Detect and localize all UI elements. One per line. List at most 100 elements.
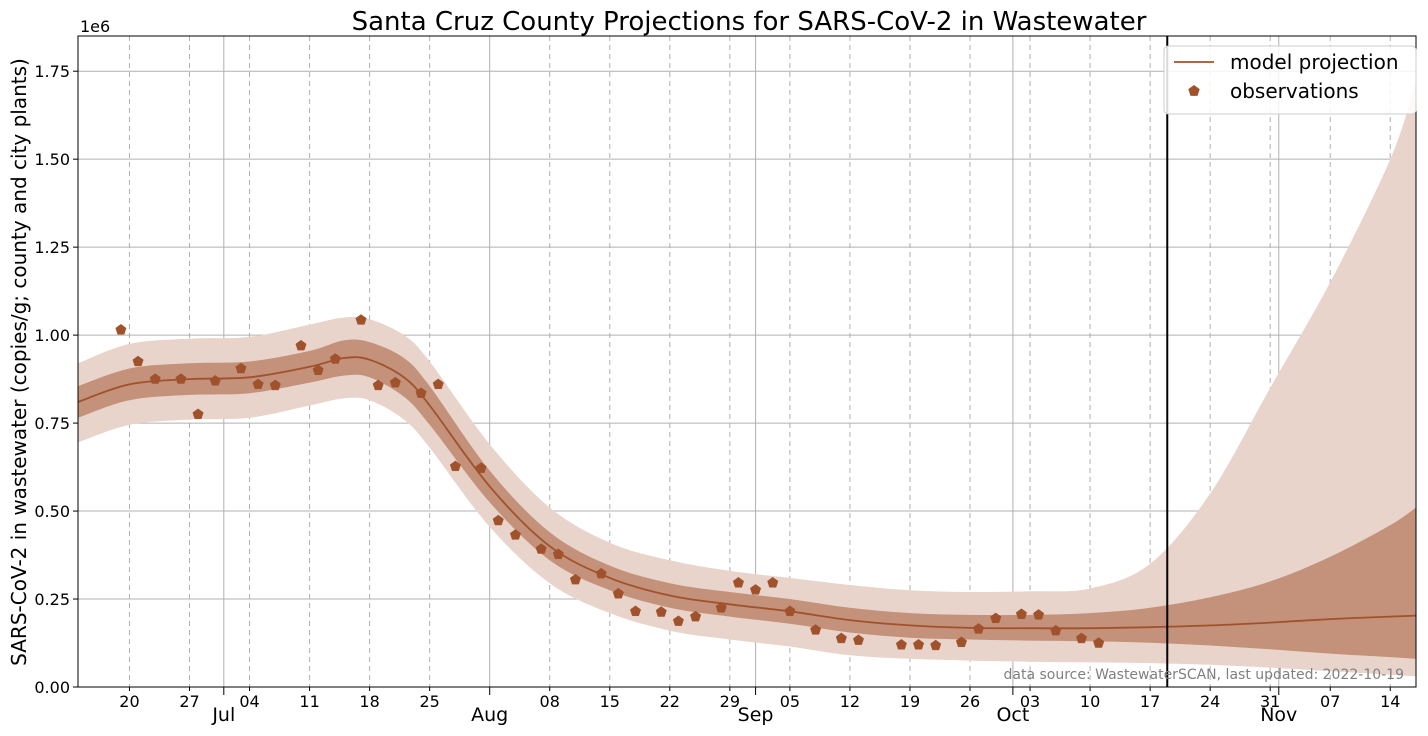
x-day-tick-label: 04 bbox=[239, 692, 259, 711]
observation-point bbox=[955, 636, 967, 648]
x-day-tick-label: 27 bbox=[179, 692, 199, 711]
observation-point bbox=[630, 605, 641, 617]
observation-point bbox=[732, 576, 744, 588]
observation-point bbox=[990, 612, 1002, 624]
observation-point bbox=[895, 638, 907, 650]
x-day-tick-label: 07 bbox=[1320, 692, 1340, 711]
observation-point bbox=[784, 605, 796, 617]
observation-point bbox=[690, 610, 702, 622]
x-day-tick-label: 14 bbox=[1380, 692, 1400, 711]
y-tick-label: 0.00 bbox=[34, 678, 70, 697]
observation-point bbox=[389, 376, 401, 388]
plot-frame bbox=[77, 35, 1417, 688]
observation-point bbox=[535, 543, 547, 554]
observation-point bbox=[913, 638, 925, 650]
observation-points bbox=[115, 314, 1105, 651]
inner-interval-band bbox=[78, 339, 1416, 659]
x-day-tick-label: 26 bbox=[960, 692, 980, 711]
data-source-note: data source: WastewaterSCAN, last update… bbox=[1003, 667, 1404, 683]
x-day-tick-label: 25 bbox=[419, 692, 439, 711]
observation-point bbox=[715, 601, 727, 613]
observation-point bbox=[329, 353, 341, 364]
x-day-tick-label: 03 bbox=[1020, 692, 1040, 711]
legend-label-observations: observations bbox=[1230, 79, 1359, 103]
observation-point bbox=[492, 514, 504, 526]
x-day-tick-label: 10 bbox=[1080, 692, 1100, 711]
x-day-tick-label: 11 bbox=[299, 692, 319, 711]
legend-box bbox=[1163, 45, 1417, 115]
observation-point bbox=[853, 634, 864, 645]
x-day-tick-label: 15 bbox=[600, 692, 620, 711]
projection-line-layer bbox=[77, 36, 1417, 687]
x-day-tick-label: 24 bbox=[1200, 692, 1220, 711]
observation-point bbox=[509, 529, 521, 540]
y-tick-label: 1.50 bbox=[34, 150, 70, 169]
y-tick-label: 0.25 bbox=[34, 590, 70, 609]
observation-point bbox=[355, 314, 367, 325]
y-offset-label: 1e6 bbox=[80, 17, 110, 36]
observation-point bbox=[835, 632, 847, 644]
legend-pentagon-swatch bbox=[1188, 85, 1200, 96]
tick-labels: 0.00 0.25 0.50 0.75 1.00 1.25 1.50 1.75 20 27 04 11… bbox=[34, 62, 1400, 726]
observation-point bbox=[312, 364, 324, 375]
legend: model projection observations bbox=[1163, 45, 1417, 115]
observation-point bbox=[1093, 637, 1105, 648]
observation-point bbox=[475, 462, 487, 473]
observation-point bbox=[612, 587, 624, 599]
observation-point bbox=[767, 576, 779, 588]
x-month-tick-label: Nov bbox=[1260, 704, 1297, 726]
observation-point bbox=[1015, 608, 1027, 619]
observation-point bbox=[672, 615, 684, 626]
x-day-tick-label: 12 bbox=[840, 692, 860, 711]
observation-point bbox=[175, 373, 187, 384]
observation-point bbox=[415, 387, 427, 398]
legend-label-model-projection: model projection bbox=[1230, 50, 1399, 74]
observation-point bbox=[595, 567, 607, 579]
x-day-tick-label: 19 bbox=[900, 692, 920, 711]
observation-point bbox=[750, 584, 762, 595]
x-day-tick-label: 18 bbox=[359, 692, 379, 711]
y-tick-label: 1.00 bbox=[34, 326, 70, 345]
y-axis-label: SARS-CoV-2 in wastewater (copies/g; coun… bbox=[7, 58, 31, 666]
x-day-tick-label: 22 bbox=[660, 692, 680, 711]
observation-point bbox=[1033, 609, 1045, 620]
y-tick-label: 1.75 bbox=[34, 62, 70, 81]
y-tick-label: 1.25 bbox=[34, 238, 70, 257]
observation-point bbox=[655, 606, 667, 617]
observation-point bbox=[432, 378, 444, 390]
x-day-tick-label: 08 bbox=[540, 692, 560, 711]
x-day-tick-label: 17 bbox=[1140, 692, 1160, 711]
observation-point bbox=[115, 323, 127, 335]
observation-point bbox=[269, 379, 281, 391]
x-day-tick-label: 05 bbox=[780, 692, 800, 711]
x-month-tick-label: Sep bbox=[738, 704, 774, 726]
x-day-tick-label: 29 bbox=[720, 692, 740, 711]
observation-point bbox=[569, 573, 581, 585]
x-month-tick-label: Aug bbox=[471, 704, 508, 726]
axes bbox=[73, 35, 1417, 695]
y-tick-label: 0.75 bbox=[34, 414, 70, 433]
observation-point bbox=[209, 375, 221, 386]
observation-point bbox=[235, 362, 247, 374]
observation-point bbox=[1050, 624, 1062, 636]
observation-point bbox=[149, 373, 161, 384]
model-projection-line bbox=[77, 356, 1417, 630]
x-month-tick-label: Oct bbox=[996, 704, 1029, 726]
observation-point bbox=[449, 460, 461, 472]
x-month-tick-label: Jul bbox=[211, 704, 235, 726]
observation-point bbox=[252, 378, 264, 390]
x-day-tick-label: 31 bbox=[1260, 692, 1280, 711]
confidence-bands bbox=[78, 81, 1416, 677]
observation-point bbox=[930, 639, 942, 651]
observation-point bbox=[973, 623, 985, 634]
x-day-tick-label: 20 bbox=[119, 692, 139, 711]
observation-point bbox=[810, 624, 822, 635]
observation-point bbox=[295, 339, 307, 351]
observation-point bbox=[552, 548, 564, 560]
observation-point bbox=[192, 408, 204, 419]
y-tick-label: 0.50 bbox=[34, 502, 70, 521]
observation-point bbox=[372, 379, 384, 391]
chart-title: Santa Cruz County Projections for SARS-C… bbox=[352, 7, 1147, 37]
observation-point bbox=[132, 355, 144, 367]
